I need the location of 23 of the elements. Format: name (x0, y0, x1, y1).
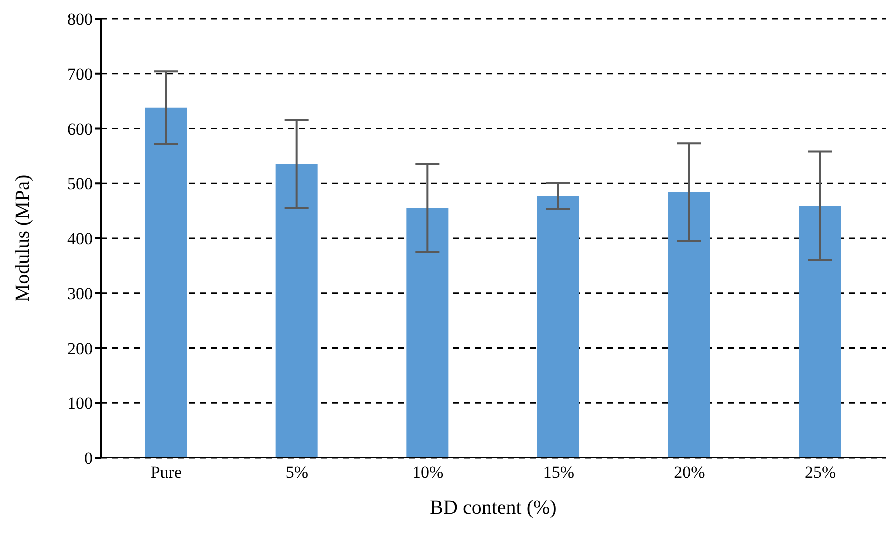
y-tick-label: 800 (68, 10, 93, 30)
y-tick-label: 500 (68, 174, 93, 194)
bar (276, 164, 318, 458)
y-tick-label: 400 (68, 230, 93, 249)
y-tick-label: 300 (68, 284, 93, 304)
y-tick-label: 600 (68, 120, 93, 139)
y-tick-label: 200 (68, 339, 93, 358)
x-tick-label: 25% (804, 463, 836, 482)
x-tick-label: 20% (674, 463, 706, 482)
bar (538, 196, 580, 458)
bar (145, 108, 187, 458)
x-tick-label: 5% (286, 463, 309, 482)
y-tick-label: 700 (68, 64, 93, 84)
x-axis-title: BD content (%) (430, 497, 557, 519)
y-tick-label: 0 (84, 449, 93, 468)
bar (668, 192, 710, 458)
x-tick-label: 10% (412, 463, 444, 482)
x-tick-label: 15% (543, 463, 575, 482)
bar (799, 206, 842, 458)
y-tick-label: 100 (68, 394, 93, 414)
y-axis-title: Modulus (MPa) (12, 174, 34, 302)
x-tick-label: Pure (150, 463, 182, 482)
bar (406, 208, 449, 458)
